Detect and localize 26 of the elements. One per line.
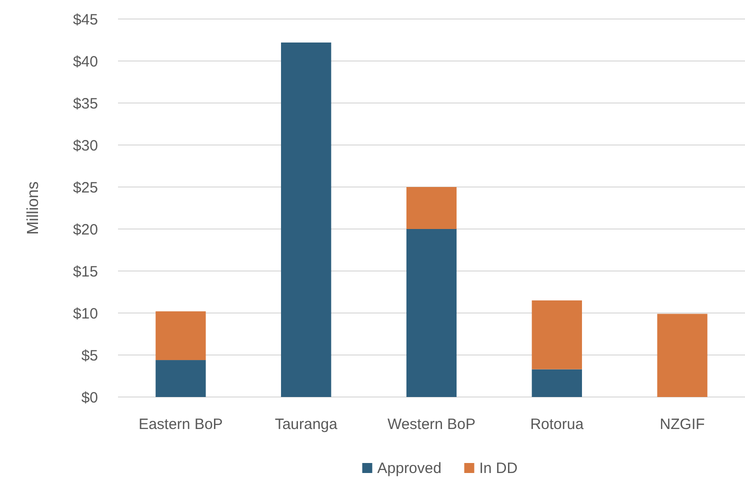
x-tick-label: Western BoP <box>387 416 476 433</box>
bar <box>406 187 457 229</box>
bar <box>406 229 457 397</box>
y-tick-label: $45 <box>72 11 98 28</box>
bar <box>281 42 332 397</box>
legend-label: In DD <box>479 460 518 477</box>
y-tick-label: $25 <box>72 179 98 196</box>
x-tick-label: Eastern BoP <box>138 416 223 433</box>
x-tick-label: Tauranga <box>274 416 338 433</box>
y-tick-label: $30 <box>72 137 98 154</box>
y-tick-label: $15 <box>72 263 98 280</box>
y-tick-label: $5 <box>81 347 98 364</box>
bar <box>532 369 582 397</box>
y-axis-title: Millions <box>25 181 42 235</box>
x-tick-label: Rotorua <box>530 416 584 433</box>
legend-label: Approved <box>377 460 442 477</box>
x-tick-label: NZGIF <box>660 416 705 433</box>
bar <box>657 314 708 397</box>
y-tick-label: $0 <box>81 389 98 406</box>
bar <box>532 300 582 370</box>
y-tick-label: $40 <box>72 53 98 70</box>
y-tick-label: $20 <box>72 221 98 238</box>
bar <box>156 311 206 360</box>
bar <box>156 360 206 397</box>
y-tick-label: $10 <box>72 305 98 322</box>
y-tick-label: $35 <box>72 95 98 112</box>
